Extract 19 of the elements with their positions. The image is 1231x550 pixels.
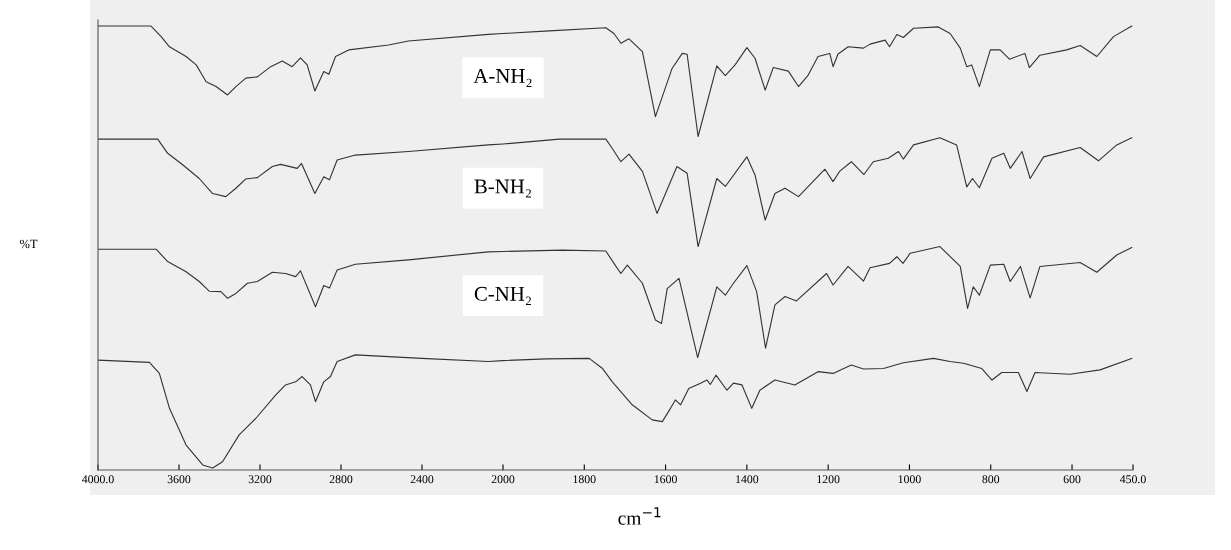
x-tick-label: 3200: [248, 475, 272, 484]
x-tick-label: 450.0: [1119, 475, 1146, 484]
series-label: A-NH₂: [473, 68, 532, 87]
y-axis-title: %T: [19, 239, 38, 249]
series-label: B-NH₂: [474, 179, 531, 198]
x-tick-label: 3600: [167, 475, 191, 484]
x-tick-label: 600: [1063, 475, 1081, 484]
x-tick-label: 2400: [410, 475, 434, 484]
x-tick-label: 2800: [329, 475, 353, 484]
x-tick-label: 2000: [491, 475, 515, 484]
x-tick-label: 1400: [736, 475, 759, 484]
series-label: C-NH₂: [474, 286, 531, 305]
x-tick-label: 1800: [573, 475, 596, 484]
x-tick-label: 4000.0: [82, 475, 114, 484]
x-axis-title: cm$^{−1}$: [618, 507, 661, 525]
x-tick-label: 1000: [898, 475, 921, 484]
x-tick-label: 800: [982, 475, 1000, 484]
x-tick-label: 1600: [654, 475, 677, 484]
x-tick-label: 1200: [817, 475, 840, 484]
